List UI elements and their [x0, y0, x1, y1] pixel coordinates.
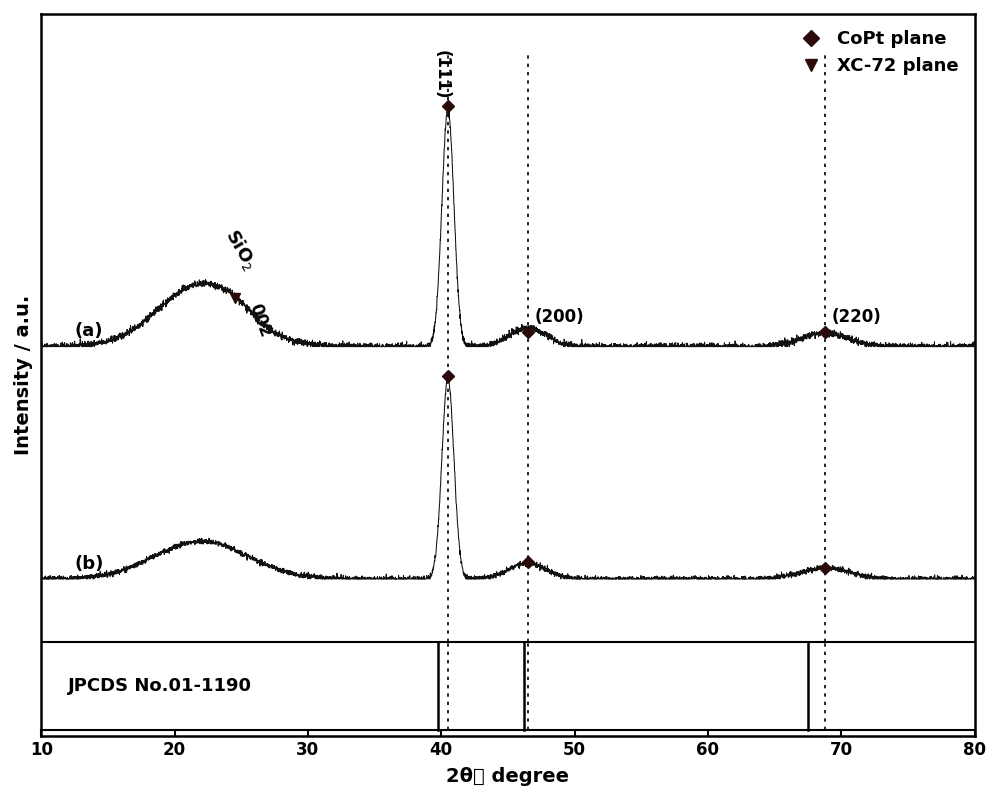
Text: 002: 002 — [245, 301, 274, 340]
Text: SiO$_2$: SiO$_2$ — [221, 226, 261, 274]
Text: (200): (200) — [535, 307, 584, 326]
Text: (a): (a) — [75, 322, 103, 340]
Text: (220): (220) — [832, 308, 882, 326]
Y-axis label: Intensity / a.u.: Intensity / a.u. — [14, 294, 33, 455]
Text: JPCDS No.01-1190: JPCDS No.01-1190 — [68, 677, 252, 694]
Text: (b): (b) — [75, 554, 104, 573]
Text: (111): (111) — [432, 50, 450, 100]
Legend: CoPt plane, XC-72 plane: CoPt plane, XC-72 plane — [786, 23, 966, 82]
X-axis label: 2θ／ degree: 2θ／ degree — [446, 767, 569, 786]
